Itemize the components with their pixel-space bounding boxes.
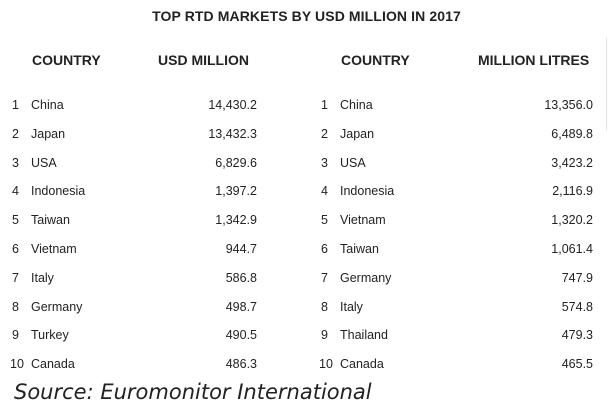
country: Canada [340, 357, 384, 372]
rank: 5 [12, 213, 19, 228]
rank: 10 [10, 357, 24, 372]
country: Japan [31, 126, 66, 141]
table-row: 7 Italy 586.8 7 Germany 747.9 [0, 269, 613, 298]
rank: 1 [321, 98, 328, 112]
rank: 7 [12, 270, 19, 285]
table-row: 4 Indonesia 1,397.2 4 Indonesia 2,116.9 [0, 182, 613, 211]
rank: 8 [321, 299, 328, 314]
usd-million-header: USD MILLION [158, 52, 249, 68]
rank: 5 [321, 213, 328, 228]
rank: 2 [321, 126, 328, 141]
page-title: TOP RTD MARKETS BY USD MILLION IN 2017 [152, 8, 461, 24]
country: Vietnam [340, 213, 386, 228]
litres-value: 574.8 [561, 299, 593, 314]
source-caption: Source: Euromonitor International [14, 380, 372, 404]
country: Vietnam [31, 241, 77, 256]
usd-value: 1,397.2 [215, 184, 257, 199]
table-row: 3 USA 6,829.6 3 USA 3,423.2 [0, 154, 613, 183]
country: Indonesia [31, 184, 86, 199]
litres-value: 479.3 [561, 328, 593, 343]
rank: 6 [12, 241, 19, 256]
rank: 8 [12, 299, 19, 314]
usd-value: 490.5 [225, 328, 257, 343]
country: Turkey [31, 328, 69, 343]
table-row: 10 Canada 486.3 10 Canada 465.5 [0, 355, 613, 384]
litres-value: 1,061.4 [551, 241, 593, 256]
table-row: 6 Vietnam 944.7 6 Taiwan 1,061.4 [0, 240, 613, 269]
rank: 3 [12, 155, 19, 170]
ranking-table: 1 China 14,430.2 1 China 13,356.0 2 Japa… [0, 96, 613, 384]
country: Thailand [340, 328, 388, 343]
litres-value: 1,320.2 [551, 213, 593, 228]
country: Japan [340, 126, 375, 141]
country: Germany [340, 270, 392, 285]
million-litres-header: MILLION LITRES [478, 52, 590, 68]
table-row: 8 Germany 498.7 8 Italy 574.8 [0, 298, 613, 327]
country: China [31, 98, 64, 112]
litres-value: 747.9 [561, 270, 593, 285]
divider [606, 38, 607, 130]
usd-value: 944.7 [225, 241, 257, 256]
table-row: 5 Taiwan 1,342.9 5 Vietnam 1,320.2 [0, 211, 613, 240]
usd-value: 1,342.9 [215, 213, 257, 228]
litres-value: 13,356.0 [544, 98, 593, 112]
table-row: 2 Japan 13,432.3 2 Japan 6,489.8 [0, 125, 613, 154]
country: USA [340, 155, 366, 170]
country: Taiwan [31, 213, 70, 228]
right-country-header: COUNTRY [341, 52, 410, 68]
usd-value: 13,432.3 [208, 126, 257, 141]
litres-value: 465.5 [561, 357, 593, 372]
rank: 6 [321, 241, 328, 256]
rank: 1 [12, 98, 19, 112]
country: Taiwan [340, 241, 379, 256]
rank: 9 [12, 328, 19, 343]
country: China [340, 98, 373, 112]
usd-value: 6,829.6 [215, 155, 257, 170]
usd-value: 586.8 [225, 270, 257, 285]
country: Canada [31, 357, 75, 372]
rank: 2 [12, 126, 19, 141]
country: Italy [340, 299, 363, 314]
left-country-header: COUNTRY [32, 52, 101, 68]
country: USA [31, 155, 57, 170]
table-row: 1 China 14,430.2 1 China 13,356.0 [0, 96, 613, 125]
usd-value: 498.7 [225, 299, 257, 314]
litres-value: 3,423.2 [551, 155, 593, 170]
usd-value: 486.3 [225, 357, 257, 372]
rank: 9 [321, 328, 328, 343]
rank: 4 [321, 184, 328, 199]
country: Italy [31, 270, 54, 285]
litres-value: 6,489.8 [551, 126, 593, 141]
country: Indonesia [340, 184, 395, 199]
rank: 4 [12, 184, 19, 199]
usd-value: 14,430.2 [208, 98, 257, 112]
rank: 7 [321, 270, 328, 285]
litres-value: 2,116.9 [552, 184, 593, 199]
country: Germany [31, 299, 83, 314]
rank: 10 [319, 357, 333, 372]
rank: 3 [321, 155, 328, 170]
table-row: 9 Turkey 490.5 9 Thailand 479.3 [0, 326, 613, 355]
